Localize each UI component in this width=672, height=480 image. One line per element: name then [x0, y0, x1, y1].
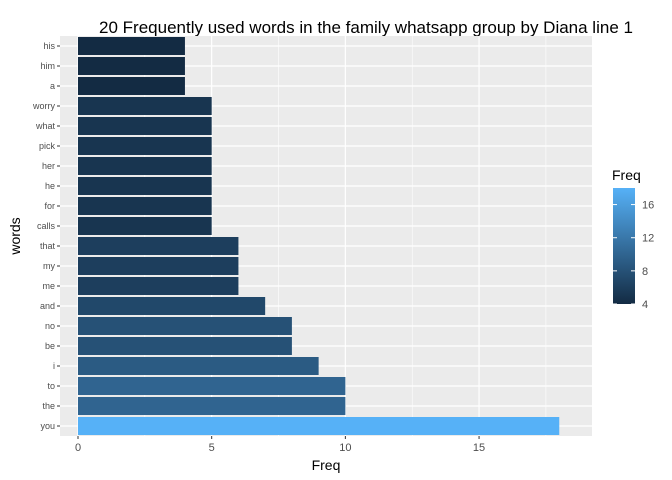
bar-be [78, 337, 292, 355]
y-tick-label: that [40, 241, 56, 251]
bar-worry [78, 97, 212, 115]
bars [78, 37, 560, 435]
y-tick-label: calls [37, 221, 56, 231]
y-tick-label: my [43, 261, 55, 271]
y-axis: his him a worry what pick her he for calls that my m… [32, 41, 60, 431]
bar-the [78, 397, 346, 415]
bar-you [78, 417, 560, 435]
x-axis: 0 5 10 15 [75, 436, 485, 454]
bar-me [78, 277, 239, 295]
x-axis-title: Freq [312, 457, 341, 473]
y-tick-label: what [35, 121, 56, 131]
bar-my [78, 257, 239, 275]
x-tick-label: 15 [473, 442, 485, 454]
bar-pick [78, 137, 212, 155]
x-tick-label: 0 [75, 442, 81, 454]
y-tick-label: a [50, 81, 55, 91]
bar-that [78, 237, 239, 255]
y-tick-label: worry [32, 101, 55, 111]
legend-tick-label: 4 [642, 299, 648, 311]
bar-he [78, 177, 212, 195]
y-tick-label: you [40, 421, 55, 431]
chart-title: 20 Frequently used words in the family w… [99, 18, 633, 37]
legend-title: Freq [612, 167, 641, 183]
bar-what [78, 117, 212, 135]
bar-calls [78, 217, 212, 235]
y-tick-label: and [40, 301, 55, 311]
bar-for [78, 197, 212, 215]
y-tick-label: him [40, 61, 55, 71]
x-tick-label: 10 [339, 442, 351, 454]
bar-her [78, 157, 212, 175]
bar-to [78, 377, 346, 395]
legend-colorbar [613, 188, 635, 304]
legend-ticks: 4 8 12 16 [613, 200, 654, 311]
y-tick-label: be [45, 341, 55, 351]
x-tick-label: 5 [209, 442, 215, 454]
bar-i [78, 357, 319, 375]
y-tick-label: me [42, 281, 55, 291]
bar-his [78, 37, 185, 55]
bar-no [78, 317, 292, 335]
legend-tick-label: 8 [642, 266, 648, 278]
bar-a [78, 77, 185, 95]
color-legend: Freq 4 8 12 16 [612, 167, 654, 311]
bar-and [78, 297, 266, 315]
plot-panel [60, 36, 592, 436]
legend-tick-label: 16 [642, 200, 654, 212]
legend-tick-label: 12 [642, 233, 654, 245]
y-tick-label: to [47, 381, 55, 391]
y-tick-label: i [53, 361, 55, 371]
y-tick-label: no [45, 321, 55, 331]
y-axis-title: words [7, 217, 23, 255]
y-tick-label: the [42, 401, 55, 411]
bar-him [78, 57, 185, 75]
y-tick-label: he [45, 181, 55, 191]
y-tick-label: for [44, 201, 55, 211]
y-tick-label: her [42, 161, 55, 171]
y-tick-label: his [43, 41, 55, 51]
y-tick-label: pick [39, 141, 56, 151]
